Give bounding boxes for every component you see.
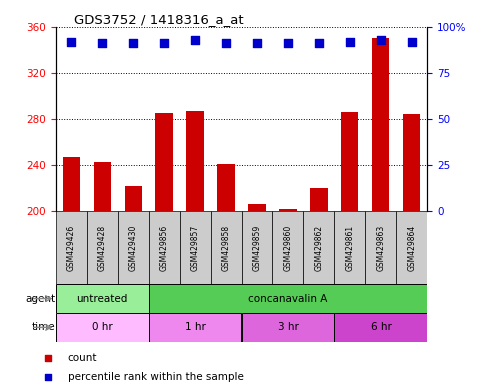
Point [222, 40, 230, 46]
Bar [180, 211, 211, 284]
Text: GSM429858: GSM429858 [222, 225, 230, 271]
Bar [94, 162, 111, 211]
Bar [334, 313, 427, 342]
Bar [303, 211, 334, 284]
Text: GDS3752 / 1418316_a_at: GDS3752 / 1418316_a_at [74, 13, 244, 26]
Bar [56, 284, 149, 313]
Text: GSM429857: GSM429857 [190, 225, 199, 271]
Text: GSM429430: GSM429430 [128, 225, 138, 271]
Bar [242, 313, 334, 342]
Bar [280, 209, 297, 211]
Text: 3 hr: 3 hr [278, 322, 298, 333]
Point [315, 40, 323, 46]
Text: 1 hr: 1 hr [185, 322, 205, 333]
Point [67, 38, 75, 45]
Bar [248, 204, 266, 211]
Text: GSM429864: GSM429864 [408, 225, 416, 271]
Text: percentile rank within the sample: percentile rank within the sample [68, 372, 243, 382]
Bar [186, 111, 203, 211]
Point [129, 40, 137, 46]
Bar [397, 211, 427, 284]
Point [377, 37, 385, 43]
Point [284, 40, 292, 46]
Bar [403, 114, 421, 211]
Text: time: time [32, 322, 56, 333]
Text: GSM429428: GSM429428 [98, 225, 107, 271]
Bar [149, 211, 180, 284]
Bar [242, 211, 272, 284]
Bar [86, 211, 117, 284]
Point [160, 40, 168, 46]
Text: GSM429862: GSM429862 [314, 225, 324, 271]
Bar [156, 113, 172, 211]
Text: GSM429856: GSM429856 [159, 225, 169, 271]
Bar [217, 164, 235, 211]
Text: untreated: untreated [76, 293, 128, 304]
Bar [149, 284, 427, 313]
Bar [56, 313, 149, 342]
Point [191, 37, 199, 43]
Bar [272, 211, 303, 284]
Text: GSM429860: GSM429860 [284, 225, 293, 271]
Point [346, 38, 354, 45]
Text: 0 hr: 0 hr [92, 322, 113, 333]
Text: agent: agent [26, 293, 56, 304]
Text: GSM429859: GSM429859 [253, 225, 261, 271]
Bar [366, 211, 397, 284]
Text: 6 hr: 6 hr [370, 322, 391, 333]
Text: concanavalin A: concanavalin A [248, 293, 327, 304]
Text: GSM429863: GSM429863 [376, 225, 385, 271]
Bar [372, 38, 389, 211]
Text: GSM429426: GSM429426 [67, 225, 75, 271]
Bar [125, 186, 142, 211]
Bar [211, 211, 242, 284]
Bar [56, 211, 86, 284]
Point [408, 38, 416, 45]
Text: count: count [68, 353, 97, 363]
Bar [62, 157, 80, 211]
Bar [149, 313, 242, 342]
Point [98, 40, 106, 46]
Bar [341, 112, 358, 211]
Bar [311, 188, 327, 211]
Point [253, 40, 261, 46]
Bar [117, 211, 149, 284]
Text: GSM429861: GSM429861 [345, 225, 355, 271]
Bar [334, 211, 366, 284]
